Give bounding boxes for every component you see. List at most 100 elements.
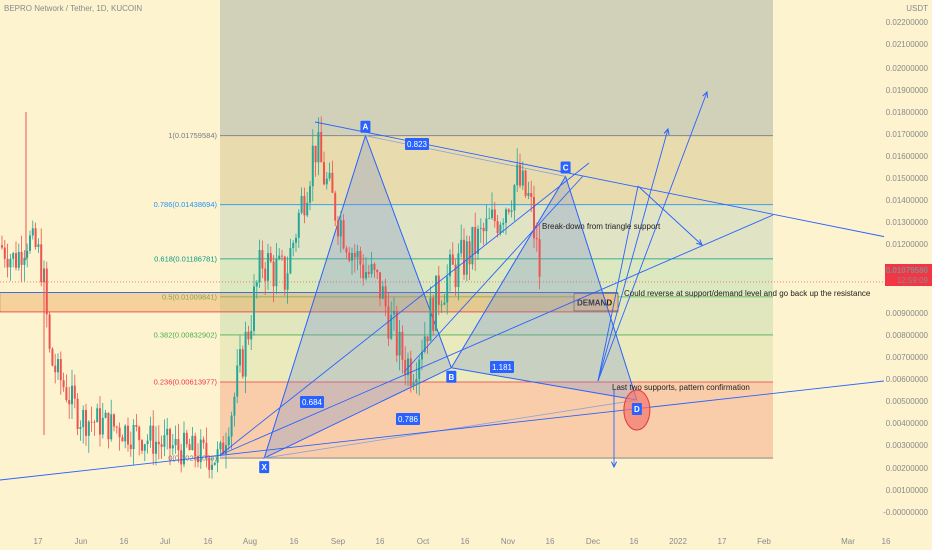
candle-body xyxy=(519,164,521,186)
candle-body xyxy=(286,273,289,290)
candle-body xyxy=(157,441,160,445)
pattern-point-marker xyxy=(360,120,371,133)
price-axis-tick: 0.00300000 xyxy=(886,441,929,450)
candle-body xyxy=(468,241,471,265)
candle-body xyxy=(451,254,454,265)
candle-body xyxy=(222,442,225,454)
fib-level-label: 1(0.01759584) xyxy=(168,131,217,140)
time-axis-tick: 16 xyxy=(546,537,555,546)
candle-body xyxy=(17,251,20,268)
time-axis-tick: 16 xyxy=(882,537,891,546)
candle-body xyxy=(499,224,502,234)
candle-body xyxy=(202,439,205,443)
time-axis-tick: Oct xyxy=(417,537,430,546)
fib-level-label: 0.786(0.01438694) xyxy=(154,200,218,209)
candle-body xyxy=(381,286,384,299)
candle-body xyxy=(149,425,152,441)
price-axis-tick: 0.01900000 xyxy=(886,86,929,95)
candle-body xyxy=(48,314,51,349)
time-axis-tick: 16 xyxy=(120,537,129,546)
candle-body xyxy=(118,427,121,438)
current-price-countdown: 12:59:09 xyxy=(897,276,929,285)
candle-body xyxy=(197,456,199,463)
candle-body xyxy=(359,251,362,265)
chart-title: BEPRO Network / Tether, 1D, KUCOIN xyxy=(4,4,142,13)
price-axis-tick: 0.01400000 xyxy=(886,196,929,205)
price-axis-tick: 0.01600000 xyxy=(886,152,929,161)
candle-body xyxy=(533,197,535,239)
candle-body xyxy=(535,238,538,240)
candle-body xyxy=(45,268,48,315)
projection-line xyxy=(597,128,669,382)
price-axis-tick: 0.02100000 xyxy=(886,40,929,49)
candle-body xyxy=(306,202,309,216)
candle-body xyxy=(505,209,507,223)
fib-band xyxy=(220,135,773,205)
candle-body xyxy=(272,261,275,287)
candle-body xyxy=(239,349,241,366)
candle-body xyxy=(174,439,177,446)
candle-body xyxy=(311,145,314,187)
candle-body xyxy=(429,297,432,342)
time-axis-tick: Feb xyxy=(757,537,771,546)
candle-body xyxy=(29,235,31,251)
candle-body xyxy=(87,421,90,436)
candle-body xyxy=(104,412,107,418)
pattern-point-label: X xyxy=(262,463,268,472)
candle-body xyxy=(460,239,463,254)
arrowhead-icon xyxy=(696,239,703,246)
candle-body xyxy=(477,228,479,254)
candle-body xyxy=(255,282,258,287)
candle-body xyxy=(384,286,387,307)
candle-body xyxy=(465,241,468,275)
candle-body xyxy=(169,428,171,449)
candle-body xyxy=(345,248,348,253)
candle-body xyxy=(93,421,96,423)
candle-body xyxy=(479,227,482,229)
candle-body xyxy=(407,358,409,376)
candle-body xyxy=(233,396,236,416)
pattern-point-label: D xyxy=(634,405,640,414)
candle-body xyxy=(183,432,185,465)
price-axis-tick: 0.00900000 xyxy=(886,309,929,318)
price-axis-tick: -0.00000000 xyxy=(883,508,928,517)
fib-level-label: 0.5(0.01009841) xyxy=(162,292,218,301)
candle-body xyxy=(401,331,404,360)
candle-body xyxy=(365,272,367,279)
candle-body xyxy=(314,145,317,163)
time-axis-tick: Mar xyxy=(841,537,855,546)
candle-body xyxy=(334,192,337,221)
candle-body xyxy=(275,258,278,287)
candle-body xyxy=(300,195,303,213)
candle-body xyxy=(177,439,180,451)
candle-body xyxy=(278,255,281,259)
ratio-box xyxy=(300,396,324,408)
candle-body xyxy=(538,239,541,277)
candle-body xyxy=(185,432,188,445)
candle-body xyxy=(236,365,239,397)
candle-body xyxy=(110,414,113,440)
time-axis-tick: 16 xyxy=(461,537,470,546)
candle-body xyxy=(449,254,451,277)
candle-body xyxy=(227,436,230,446)
candle-body xyxy=(351,252,353,261)
fib-level-label: 0.382(0.00832902) xyxy=(154,330,218,339)
candle-body xyxy=(418,359,421,380)
candle-body xyxy=(502,222,505,225)
candle-body xyxy=(440,304,443,306)
candle-body xyxy=(34,228,37,247)
fib-level-label: 0.618(0.01186781) xyxy=(154,254,217,263)
candle-body xyxy=(1,245,3,248)
candle-body xyxy=(395,310,398,356)
projection-line xyxy=(403,175,584,373)
pattern-point-label: B xyxy=(448,373,454,382)
candle-body xyxy=(138,426,141,441)
candle-body xyxy=(62,380,65,388)
price-axis-tick: 0.01200000 xyxy=(886,240,929,249)
time-axis-tick: 16 xyxy=(376,537,385,546)
candle-body xyxy=(230,415,233,437)
candle-body xyxy=(398,331,401,356)
price-axis-tick: 0.01800000 xyxy=(886,108,929,117)
